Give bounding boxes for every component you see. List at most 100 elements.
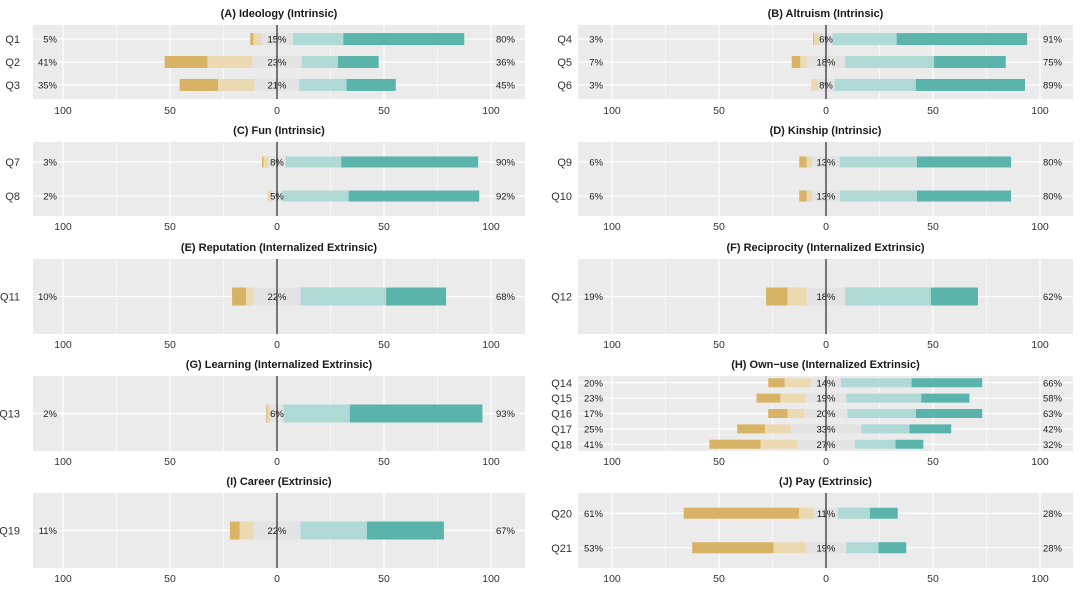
negative-percent-label: 7% [589, 58, 603, 69]
positive-percent-label: 63% [1043, 409, 1063, 420]
negative-percent-label: 3% [589, 80, 603, 91]
weak-negative-bar [245, 287, 254, 306]
question-label: Q16 [551, 409, 572, 421]
x-tick-label: 50 [713, 105, 725, 117]
strong-negative-bar [768, 409, 788, 418]
negative-percent-label: 23% [584, 394, 604, 405]
strong-negative-bar [164, 56, 208, 68]
negative-percent-label: 20% [584, 378, 604, 389]
panel-background [33, 142, 525, 216]
x-tick-label: 100 [603, 573, 621, 585]
positive-percent-label: 80% [496, 35, 516, 46]
x-tick-label: 100 [482, 456, 500, 468]
panel-title: (D) Kinship (Intrinsic) [770, 125, 882, 137]
strong-negative-bar [262, 156, 264, 168]
negative-percent-label: 35% [38, 80, 58, 91]
weak-positive-bar [839, 190, 917, 202]
x-tick-label: 50 [164, 456, 176, 468]
strong-positive-bar [343, 33, 465, 46]
x-tick-label: 100 [603, 456, 621, 468]
question-label: Q12 [551, 292, 572, 304]
question-label: Q18 [551, 439, 572, 451]
negative-percent-label: 3% [589, 35, 603, 46]
x-tick-label: 50 [378, 221, 390, 233]
positive-percent-label: 75% [1043, 58, 1063, 69]
question-label: Q19 [0, 526, 20, 538]
question-label: Q6 [557, 80, 572, 92]
weak-negative-bar [773, 542, 806, 554]
weak-negative-bar [253, 33, 261, 46]
x-tick-label: 50 [164, 573, 176, 585]
strong-positive-bar [341, 156, 479, 168]
positive-percent-label: 90% [496, 157, 516, 168]
panel-title: (F) Reciprocity (Internalized Extrinsic) [726, 242, 924, 254]
x-tick-label: 50 [378, 573, 390, 585]
strong-positive-bar [921, 393, 970, 403]
positive-percent-label: 91% [1043, 35, 1063, 46]
strong-negative-bar [692, 542, 774, 554]
strong-positive-bar [349, 404, 483, 423]
positive-percent-label: 93% [496, 409, 516, 420]
weak-positive-bar [300, 287, 387, 306]
weak-negative-bar [787, 409, 805, 418]
weak-positive-bar [300, 521, 367, 540]
x-tick-label: 100 [1031, 105, 1049, 117]
weak-positive-bar [282, 190, 349, 202]
negative-percent-label: 3% [43, 157, 57, 168]
panel-title: (C) Fun (Intrinsic) [233, 125, 325, 137]
weak-negative-bar [784, 378, 812, 388]
x-tick-label: 100 [54, 221, 72, 233]
x-tick-label: 0 [274, 105, 280, 117]
negative-percent-label: 6% [589, 157, 603, 168]
strong-negative-bar [737, 424, 766, 434]
strong-positive-bar [909, 424, 952, 434]
weak-negative-bar [207, 56, 253, 68]
weak-positive-bar [285, 156, 342, 168]
panel-title: (A) Ideology (Intrinsic) [221, 8, 338, 20]
question-label: Q3 [5, 80, 20, 92]
weak-positive-bar [283, 404, 350, 423]
x-tick-label: 50 [927, 105, 939, 117]
x-tick-label: 0 [823, 573, 829, 585]
weak-positive-bar [845, 287, 931, 306]
question-label: Q15 [551, 393, 572, 405]
question-label: Q14 [551, 378, 572, 390]
weak-negative-bar [239, 521, 254, 540]
weak-negative-bar [760, 439, 798, 449]
panel-title: (J) Pay (Extrinsic) [779, 476, 872, 488]
x-tick-label: 100 [603, 105, 621, 117]
negative-percent-label: 17% [584, 409, 604, 420]
strong-positive-bar [869, 507, 898, 519]
strong-negative-bar [250, 33, 254, 46]
strong-positive-bar [366, 521, 444, 540]
strong-positive-bar [878, 542, 907, 554]
negative-percent-label: 41% [584, 440, 604, 451]
positive-percent-label: 67% [496, 526, 516, 537]
x-tick-label: 50 [713, 456, 725, 468]
positive-percent-label: 36% [496, 58, 516, 69]
x-tick-label: 50 [378, 105, 390, 117]
x-tick-label: 100 [54, 573, 72, 585]
weak-positive-bar [839, 156, 917, 168]
strong-negative-bar [799, 156, 807, 168]
question-label: Q7 [5, 157, 20, 169]
x-tick-label: 100 [1031, 221, 1049, 233]
x-tick-label: 0 [274, 456, 280, 468]
strong-negative-bar [813, 33, 815, 46]
positive-percent-label: 32% [1043, 440, 1063, 451]
x-tick-label: 50 [378, 339, 390, 351]
weak-negative-bar [814, 33, 820, 46]
negative-percent-label: 2% [43, 409, 57, 420]
x-tick-label: 50 [927, 573, 939, 585]
positive-percent-label: 58% [1043, 394, 1063, 405]
x-tick-label: 100 [482, 339, 500, 351]
x-tick-label: 100 [1031, 339, 1049, 351]
negative-percent-label: 6% [589, 192, 603, 203]
strong-positive-bar [337, 56, 379, 68]
question-label: Q10 [551, 191, 572, 203]
x-tick-label: 100 [603, 339, 621, 351]
x-tick-label: 50 [927, 456, 939, 468]
weak-positive-bar [847, 409, 916, 418]
panel-title: (E) Reputation (Internalized Extrinsic) [181, 242, 378, 254]
negative-percent-label: 11% [39, 526, 58, 537]
